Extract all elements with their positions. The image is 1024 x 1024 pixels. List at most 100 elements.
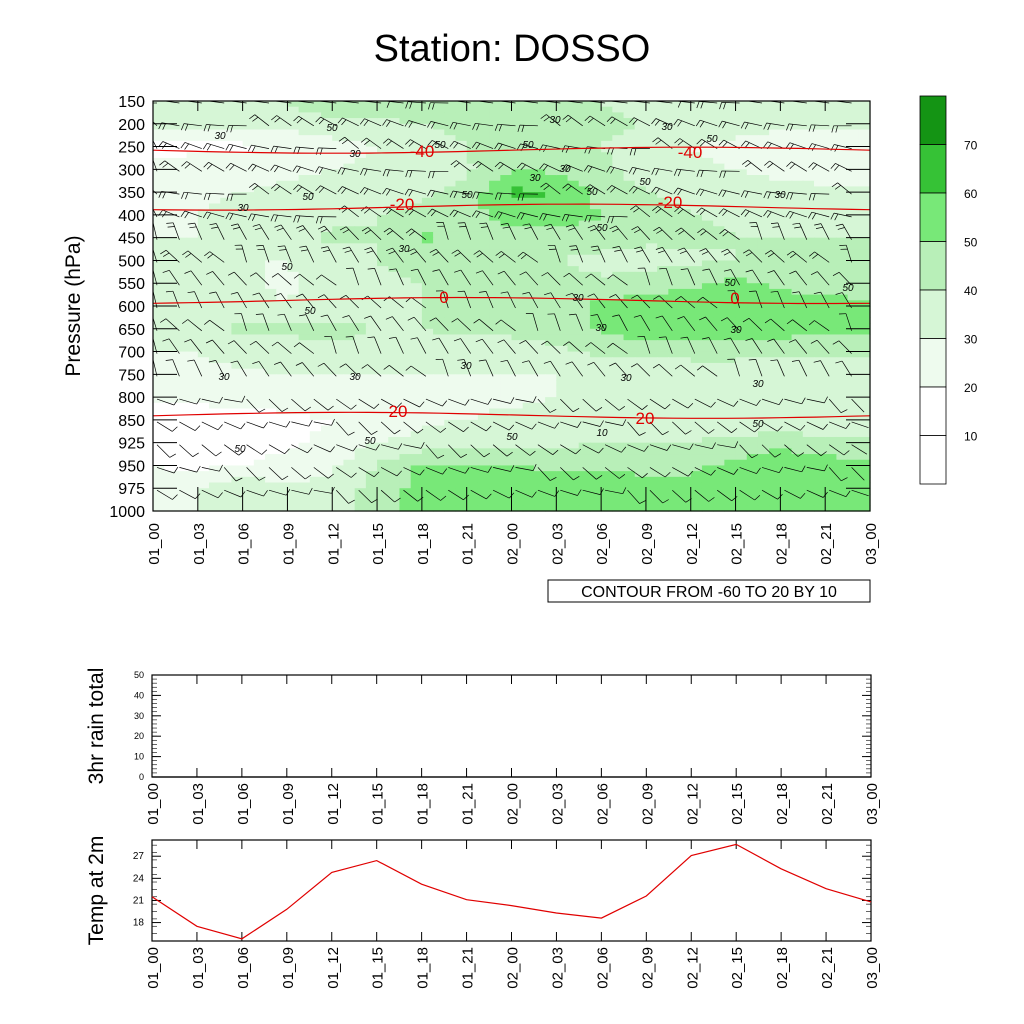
rh-cell [253, 192, 266, 199]
rh-cell [713, 186, 725, 193]
rh-cell [690, 271, 703, 279]
rh-cell [724, 505, 737, 512]
rh-cell [153, 397, 165, 404]
rh-cell [556, 380, 569, 387]
rh-cell [567, 448, 580, 455]
rh-cell [645, 294, 658, 301]
wind-barb-flag [292, 165, 297, 172]
rh-cell [164, 436, 176, 444]
rh-cell [556, 323, 569, 330]
rh-cell [713, 328, 725, 336]
rh-cell [623, 271, 636, 279]
rh-cell [231, 277, 244, 284]
rh-cell [253, 368, 266, 375]
rh-cell [813, 419, 826, 427]
rh-cell [242, 454, 255, 461]
rh-cell [489, 425, 501, 432]
rh-cell [511, 374, 524, 381]
rh-cell [410, 459, 423, 467]
wind-barb-flag [476, 123, 480, 131]
rh-cell [197, 374, 210, 381]
rh-cell [231, 391, 244, 398]
rh-cell [511, 408, 524, 415]
rh-cell [601, 266, 613, 273]
rh-cell [220, 163, 233, 170]
rh-cell [231, 140, 244, 148]
rh-cell [757, 203, 770, 210]
rh-cell [757, 260, 770, 267]
rh-cell [466, 226, 479, 233]
rh-cell [209, 362, 221, 370]
rh-cell [690, 374, 703, 381]
rh-cell [780, 112, 793, 119]
rh-cell [421, 317, 434, 324]
rh-cell [612, 465, 625, 472]
rh-cell [735, 425, 748, 432]
rh-cell [701, 380, 714, 387]
rh-cell [265, 505, 277, 512]
rh-cell [410, 277, 423, 284]
rh-cell [757, 374, 770, 381]
rh-cell [567, 368, 580, 375]
rh-cell [780, 220, 793, 227]
rh-cell [500, 300, 513, 307]
rh-cell [545, 288, 557, 296]
rh-cell [634, 488, 647, 495]
rh-cell [220, 249, 233, 256]
rh-cell [388, 157, 401, 165]
rh-cell [321, 237, 333, 244]
rh-cell [153, 226, 165, 233]
rh-cell [533, 277, 546, 284]
wind-barb-flag [700, 170, 704, 178]
rh-cell [601, 112, 613, 119]
rh-cell [164, 249, 176, 256]
rh-cell [433, 180, 445, 188]
rh-cell [421, 237, 434, 244]
rh-cell [757, 186, 770, 193]
rh-cell [634, 505, 647, 512]
rh-cell [713, 197, 725, 205]
rh-cell [265, 431, 277, 438]
rh-cell [791, 459, 804, 467]
rh-cell [489, 351, 501, 358]
rh-cell [791, 471, 804, 478]
rh-cell [186, 197, 199, 205]
rh-cell [164, 294, 176, 301]
rh-cell [209, 260, 221, 267]
wind-barb-flag [296, 186, 303, 193]
rh-cell [175, 482, 188, 489]
rh-cell [164, 306, 176, 313]
rh-cell [209, 135, 221, 142]
rh-cell [679, 186, 692, 193]
wind-barb-flag [789, 124, 794, 131]
rh-cell [533, 237, 546, 244]
rh-cell [444, 374, 457, 381]
rh-cell [444, 493, 457, 501]
rh-cell [209, 300, 221, 307]
rh-cell [500, 231, 513, 239]
rh-cell [836, 135, 849, 142]
rh-cell [153, 385, 165, 393]
rh-cell [511, 226, 524, 233]
rh-cell [421, 345, 434, 353]
rh-cell [701, 471, 714, 478]
rh-cell [466, 357, 479, 364]
rh-cell [679, 419, 692, 427]
rh-cell [153, 442, 165, 449]
rh-cell [690, 459, 703, 467]
rh-cell [153, 129, 165, 136]
rh-cell [164, 180, 176, 188]
rh-cell [231, 203, 244, 210]
rh-cell [489, 254, 501, 262]
rh-cell [567, 317, 580, 324]
rh-cell [153, 237, 165, 244]
rh-cell [399, 493, 412, 501]
rh-cell [713, 317, 725, 324]
rh-cell [769, 328, 781, 336]
rh-cell [354, 112, 367, 119]
page-title: Station: DOSSO [373, 28, 651, 70]
rh-cell [186, 334, 199, 341]
rh-cell [265, 368, 277, 375]
rh-cell [679, 351, 692, 358]
rh-cell [567, 505, 580, 512]
